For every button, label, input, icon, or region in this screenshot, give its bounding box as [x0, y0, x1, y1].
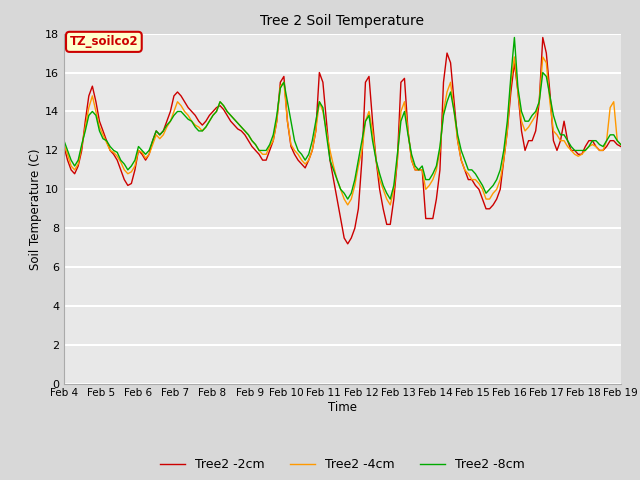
Tree2 -4cm [60, 142, 68, 147]
Line: Tree2 -2cm: Tree2 -2cm [64, 37, 621, 244]
Tree2 -8cm [617, 142, 625, 147]
Legend: Tree2 -2cm, Tree2 -4cm, Tree2 -8cm: Tree2 -2cm, Tree2 -4cm, Tree2 -8cm [156, 453, 529, 476]
Tree2 -8cm [60, 138, 68, 144]
Tree2 -4cm [156, 136, 164, 142]
Tree2 -8cm [511, 35, 518, 40]
Tree2 -8cm [365, 112, 373, 118]
Tree2 -2cm [447, 60, 454, 66]
Tree2 -8cm [117, 157, 125, 163]
Tree2 -4cm [617, 142, 625, 147]
Tree2 -4cm [344, 202, 351, 208]
Tree2 -8cm [344, 196, 351, 202]
Tree2 -4cm [582, 147, 589, 153]
Tree2 -2cm [539, 35, 547, 40]
Tree2 -2cm [156, 132, 164, 138]
Tree2 -2cm [617, 144, 625, 149]
Tree2 -4cm [365, 108, 373, 114]
Line: Tree2 -8cm: Tree2 -8cm [64, 37, 621, 199]
Line: Tree2 -4cm: Tree2 -4cm [64, 57, 621, 205]
Tree2 -4cm [511, 54, 518, 60]
Title: Tree 2 Soil Temperature: Tree 2 Soil Temperature [260, 14, 424, 28]
Tree2 -4cm [262, 151, 270, 157]
Tree2 -2cm [582, 144, 589, 149]
Tree2 -8cm [582, 147, 589, 153]
Text: TZ_soilco2: TZ_soilco2 [70, 36, 138, 48]
Y-axis label: Soil Temperature (C): Soil Temperature (C) [29, 148, 42, 270]
Tree2 -8cm [262, 147, 270, 153]
Tree2 -8cm [156, 132, 164, 138]
Tree2 -4cm [117, 159, 125, 165]
Tree2 -2cm [117, 167, 125, 173]
Tree2 -2cm [60, 144, 68, 149]
Tree2 -8cm [447, 89, 454, 95]
Tree2 -2cm [365, 73, 373, 79]
Tree2 -4cm [447, 79, 454, 85]
X-axis label: Time: Time [328, 401, 357, 414]
Tree2 -2cm [344, 241, 351, 247]
Tree2 -2cm [262, 157, 270, 163]
